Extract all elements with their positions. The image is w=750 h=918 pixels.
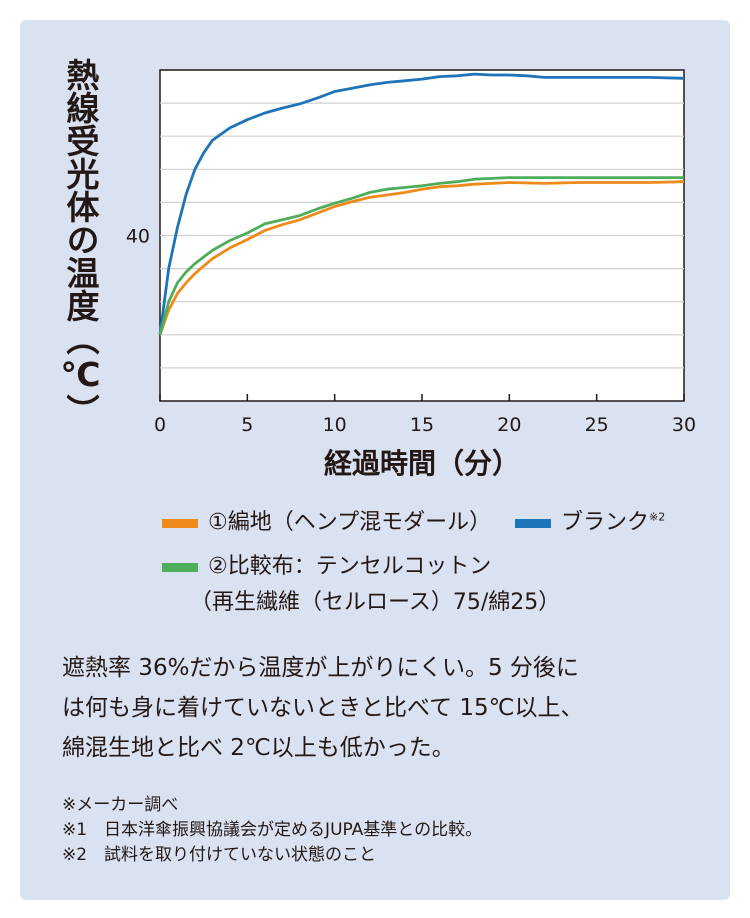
legend-item-tencel-cotton-detail: （再生繊維（セルロース）75/綿25） [190, 584, 560, 616]
y-tick-label: 40 [126, 226, 150, 248]
description: 遮熱率 36%だから温度が上がりにくい。5 分後に は何も身に着けていないときと… [62, 648, 702, 768]
temperature-chart: 0 5 10 15 20 25 30 40 経過時間（分） [126, 69, 696, 480]
footnote-2: ※2 試料を取り付けていない状態のこと [62, 845, 377, 865]
legend-item-tencel-cotton: ②比較布：テンセルコットン [162, 548, 491, 580]
footnote-source: ※メーカー調べ [62, 795, 179, 815]
x-tick-label: 30 [672, 414, 696, 436]
legend-footnote-mark: ※2 [649, 510, 666, 524]
x-tick-label: 20 [497, 414, 521, 436]
footnotes: ※メーカー調べ ※1 日本洋傘振興協議会が定めるJUPA基準との比較。 ※2 試… [62, 793, 482, 868]
legend-swatch-orange [162, 518, 198, 528]
footnote-1: ※1 日本洋傘振興協議会が定めるJUPA基準との比較。 [62, 820, 483, 840]
legend-item-blank: ブランク※2 [515, 504, 665, 536]
legend-swatch-blue [515, 518, 551, 528]
legend-item-hemp-modal: ①編地（ヘンプ混モダール） [162, 504, 491, 536]
x-axis-label: 経過時間（分） [324, 447, 520, 480]
y-axis-label: 熱線受光体の温度（℃） [61, 58, 100, 427]
legend-swatch-green [162, 562, 198, 572]
x-tick-label: 25 [585, 414, 609, 436]
legend-label-tencel-cotton-detail: （再生繊維（セルロース）75/綿25） [190, 590, 561, 615]
legend-label-hemp-modal: ①編地（ヘンプ混モダール） [208, 510, 492, 535]
x-tick-label: 5 [241, 414, 253, 436]
x-tick-label: 10 [323, 414, 347, 436]
description-line-2: は何も身に着けていないときと比べて 15℃以上、 [62, 695, 584, 721]
x-tick-label: 15 [410, 414, 434, 436]
legend-label-blank: ブランク [561, 510, 650, 535]
series-hemp-modal-line [158, 180, 685, 336]
series-blank-line [158, 72, 685, 335]
description-line-1: 遮熱率 36%だから温度が上がりにくい。5 分後に [62, 655, 579, 681]
description-line-3: 綿混生地と比べ 2℃以上も低かった。 [62, 735, 455, 761]
x-tick-label: 0 [154, 414, 166, 436]
series-tencel-cotton-line [158, 176, 684, 336]
legend-label-tencel-cotton: ②比較布：テンセルコットン [208, 554, 492, 579]
